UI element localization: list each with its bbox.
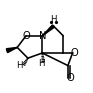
Text: O: O (22, 31, 30, 41)
Text: H: H (38, 59, 45, 68)
Text: N: N (39, 31, 46, 41)
Text: O: O (67, 73, 74, 83)
Polygon shape (42, 25, 54, 36)
Polygon shape (6, 47, 17, 53)
Text: H: H (16, 61, 23, 70)
Text: H: H (50, 15, 57, 24)
Text: O: O (71, 48, 79, 58)
